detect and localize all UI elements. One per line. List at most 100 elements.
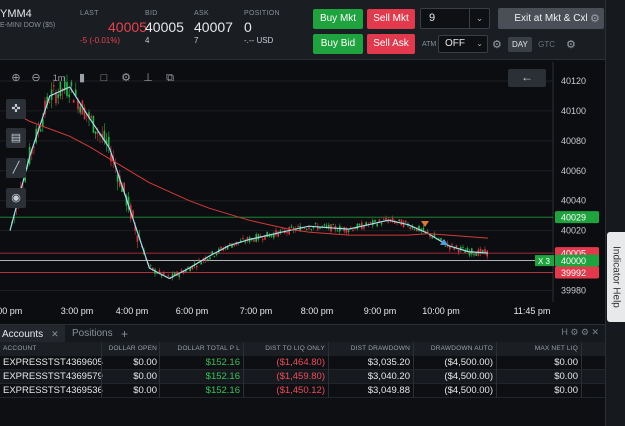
gear-icon[interactable]: ⚙ xyxy=(590,13,600,25)
candle-body xyxy=(457,249,460,253)
candle-body xyxy=(231,245,233,248)
close-icon[interactable]: ✕ xyxy=(51,329,59,339)
indicators-icon[interactable]: ⊥ xyxy=(143,72,153,84)
candle-body xyxy=(286,231,288,233)
column-header[interactable]: DOLLAR OPEN xyxy=(108,345,157,352)
candle-body xyxy=(475,253,477,256)
buy-mkt-button[interactable]: Buy Mkt xyxy=(313,9,363,29)
chart-canvas[interactable]: 40120 40100 40080 40060 40040 40020 40000 39980… xyxy=(0,62,605,324)
ask-column: ASK 40007 7 xyxy=(194,10,233,45)
table-row[interactable]: EXPRESSTST4369536 $0.00 $152.16 ($1,450.12)… xyxy=(0,384,605,398)
column-header[interactable]: DIST TO LIQ ONLY xyxy=(265,345,325,352)
indicator-help-label: Indicator Help xyxy=(610,246,622,308)
indicator-help-tab[interactable]: Indicator Help xyxy=(607,232,625,322)
candle-body xyxy=(244,241,246,243)
candle-body xyxy=(97,131,99,134)
copy-icon[interactable]: ⧉ xyxy=(166,72,174,84)
candle-body xyxy=(55,92,57,104)
candle-body xyxy=(358,223,361,226)
select-area-icon[interactable]: □ xyxy=(100,72,108,84)
panel-header-icons[interactable]: H ⚙ ⚙ ✕ xyxy=(561,327,599,337)
candle-body xyxy=(163,272,165,275)
symbol-name[interactable]: YMM4 xyxy=(0,8,32,20)
back-arrow-button[interactable]: ← xyxy=(508,69,546,87)
crosshair-icon[interactable]: ✜ xyxy=(6,99,26,119)
template-icon[interactable]: ▤ xyxy=(6,128,26,148)
atm-label: ATM xyxy=(422,41,437,48)
gear-icon[interactable]: ⚙ xyxy=(121,72,131,84)
candle-body xyxy=(325,225,328,227)
candle-body xyxy=(152,267,154,271)
y-tick-label: 40120 xyxy=(561,76,586,86)
price-chart[interactable]: 40120 40100 40080 40060 40040 40020 40000 39980… xyxy=(0,62,605,324)
zoom-out-icon[interactable]: ⊖ xyxy=(31,72,41,84)
tif-day-option[interactable]: DAY xyxy=(508,37,532,52)
add-tab-button[interactable]: + xyxy=(121,327,129,341)
candle-body xyxy=(380,223,383,225)
column-header[interactable]: DOLLAR TOTAL P L xyxy=(177,345,240,352)
candle-body xyxy=(372,220,374,226)
price-label-text: 40000 xyxy=(561,256,586,266)
candle-body xyxy=(119,175,121,187)
candle-body xyxy=(75,89,77,96)
lock-icon[interactable]: ◉ xyxy=(6,188,26,208)
atm-select[interactable]: OFF ⌄ xyxy=(438,35,488,53)
draw-line-icon[interactable]: ╱ xyxy=(6,158,26,178)
candle-body xyxy=(90,116,92,118)
price-label-text: 40029 xyxy=(561,213,586,223)
candle-body xyxy=(402,221,405,228)
candle-body xyxy=(299,225,301,232)
gear-icon[interactable]: ⚙ xyxy=(566,39,576,51)
quantity-select[interactable]: 9 ⌄ xyxy=(420,8,490,29)
table-row[interactable]: EXPRESSTST4369579 $0.00 $152.16 ($1,459.80)… xyxy=(0,370,605,384)
candle-body xyxy=(462,247,464,248)
candle-body xyxy=(57,94,59,99)
candle-body xyxy=(156,273,158,275)
zoom-in-icon[interactable]: ⊕ xyxy=(11,72,21,84)
y-tick-label: 40100 xyxy=(561,106,586,116)
candle-body xyxy=(182,271,185,274)
candle-body xyxy=(94,131,97,134)
buy-bid-button[interactable]: Buy Bid xyxy=(313,34,363,54)
accounts-panel-tabs: Accounts ✕ Positions + H ⚙ ⚙ ✕ xyxy=(0,324,605,343)
column-header[interactable]: DIST DRAWDOWN xyxy=(350,345,410,352)
last-column: LAST 40005 -5 (-0.01%) xyxy=(80,10,147,45)
bid-column: BID 40005 4 xyxy=(145,10,184,45)
candle-body xyxy=(473,254,475,256)
sell-mkt-button[interactable]: Sell Mkt xyxy=(367,9,415,29)
x-tick-label: 9:00 pm xyxy=(364,306,397,316)
chevron-down-icon[interactable]: ⌄ xyxy=(469,9,489,28)
order-marker-icon xyxy=(421,221,429,227)
candle-body xyxy=(376,223,378,227)
candle-body xyxy=(416,227,418,232)
gear-icon[interactable]: ⚙ xyxy=(492,39,502,51)
sell-ask-button[interactable]: Sell Ask xyxy=(367,34,415,54)
column-header[interactable]: ACCOUNT xyxy=(3,345,37,352)
tab-accounts[interactable]: Accounts ✕ xyxy=(0,325,65,343)
candle-body xyxy=(123,182,125,192)
candle-body xyxy=(48,102,51,103)
time-in-force-toggle[interactable]: DAY GTC xyxy=(508,37,559,52)
column-header[interactable]: MAX NET LIQ xyxy=(534,345,578,352)
exit-at-mkt-cancel-button[interactable]: Exit at Mkt & Cxl xyxy=(498,8,604,29)
tif-gtc-option[interactable]: GTC xyxy=(538,40,555,49)
candle-body xyxy=(347,230,350,232)
candle-body xyxy=(86,114,88,116)
price-label-bg xyxy=(555,211,599,224)
candle-body xyxy=(167,275,169,277)
timeframe-button[interactable]: 1m xyxy=(52,73,66,83)
candle-body xyxy=(468,251,471,256)
atm-value: OFF xyxy=(445,38,465,49)
column-divider xyxy=(496,342,497,398)
table-row[interactable]: EXPRESSTST4369605 $0.00 $152.16 ($1,464.80)… xyxy=(0,356,605,370)
column-header[interactable]: DRAWDOWN AUTO xyxy=(430,345,493,352)
candle-body xyxy=(411,226,414,229)
table-cell: $152.16 xyxy=(205,357,240,368)
ask-size: 7 xyxy=(194,36,199,45)
candle-body xyxy=(405,220,407,223)
bars-icon[interactable]: ▮ xyxy=(78,72,86,84)
last-label: LAST xyxy=(80,10,99,17)
tab-positions[interactable]: Positions xyxy=(72,325,113,343)
position-column: POSITION 0 -.-- USD xyxy=(244,10,280,45)
